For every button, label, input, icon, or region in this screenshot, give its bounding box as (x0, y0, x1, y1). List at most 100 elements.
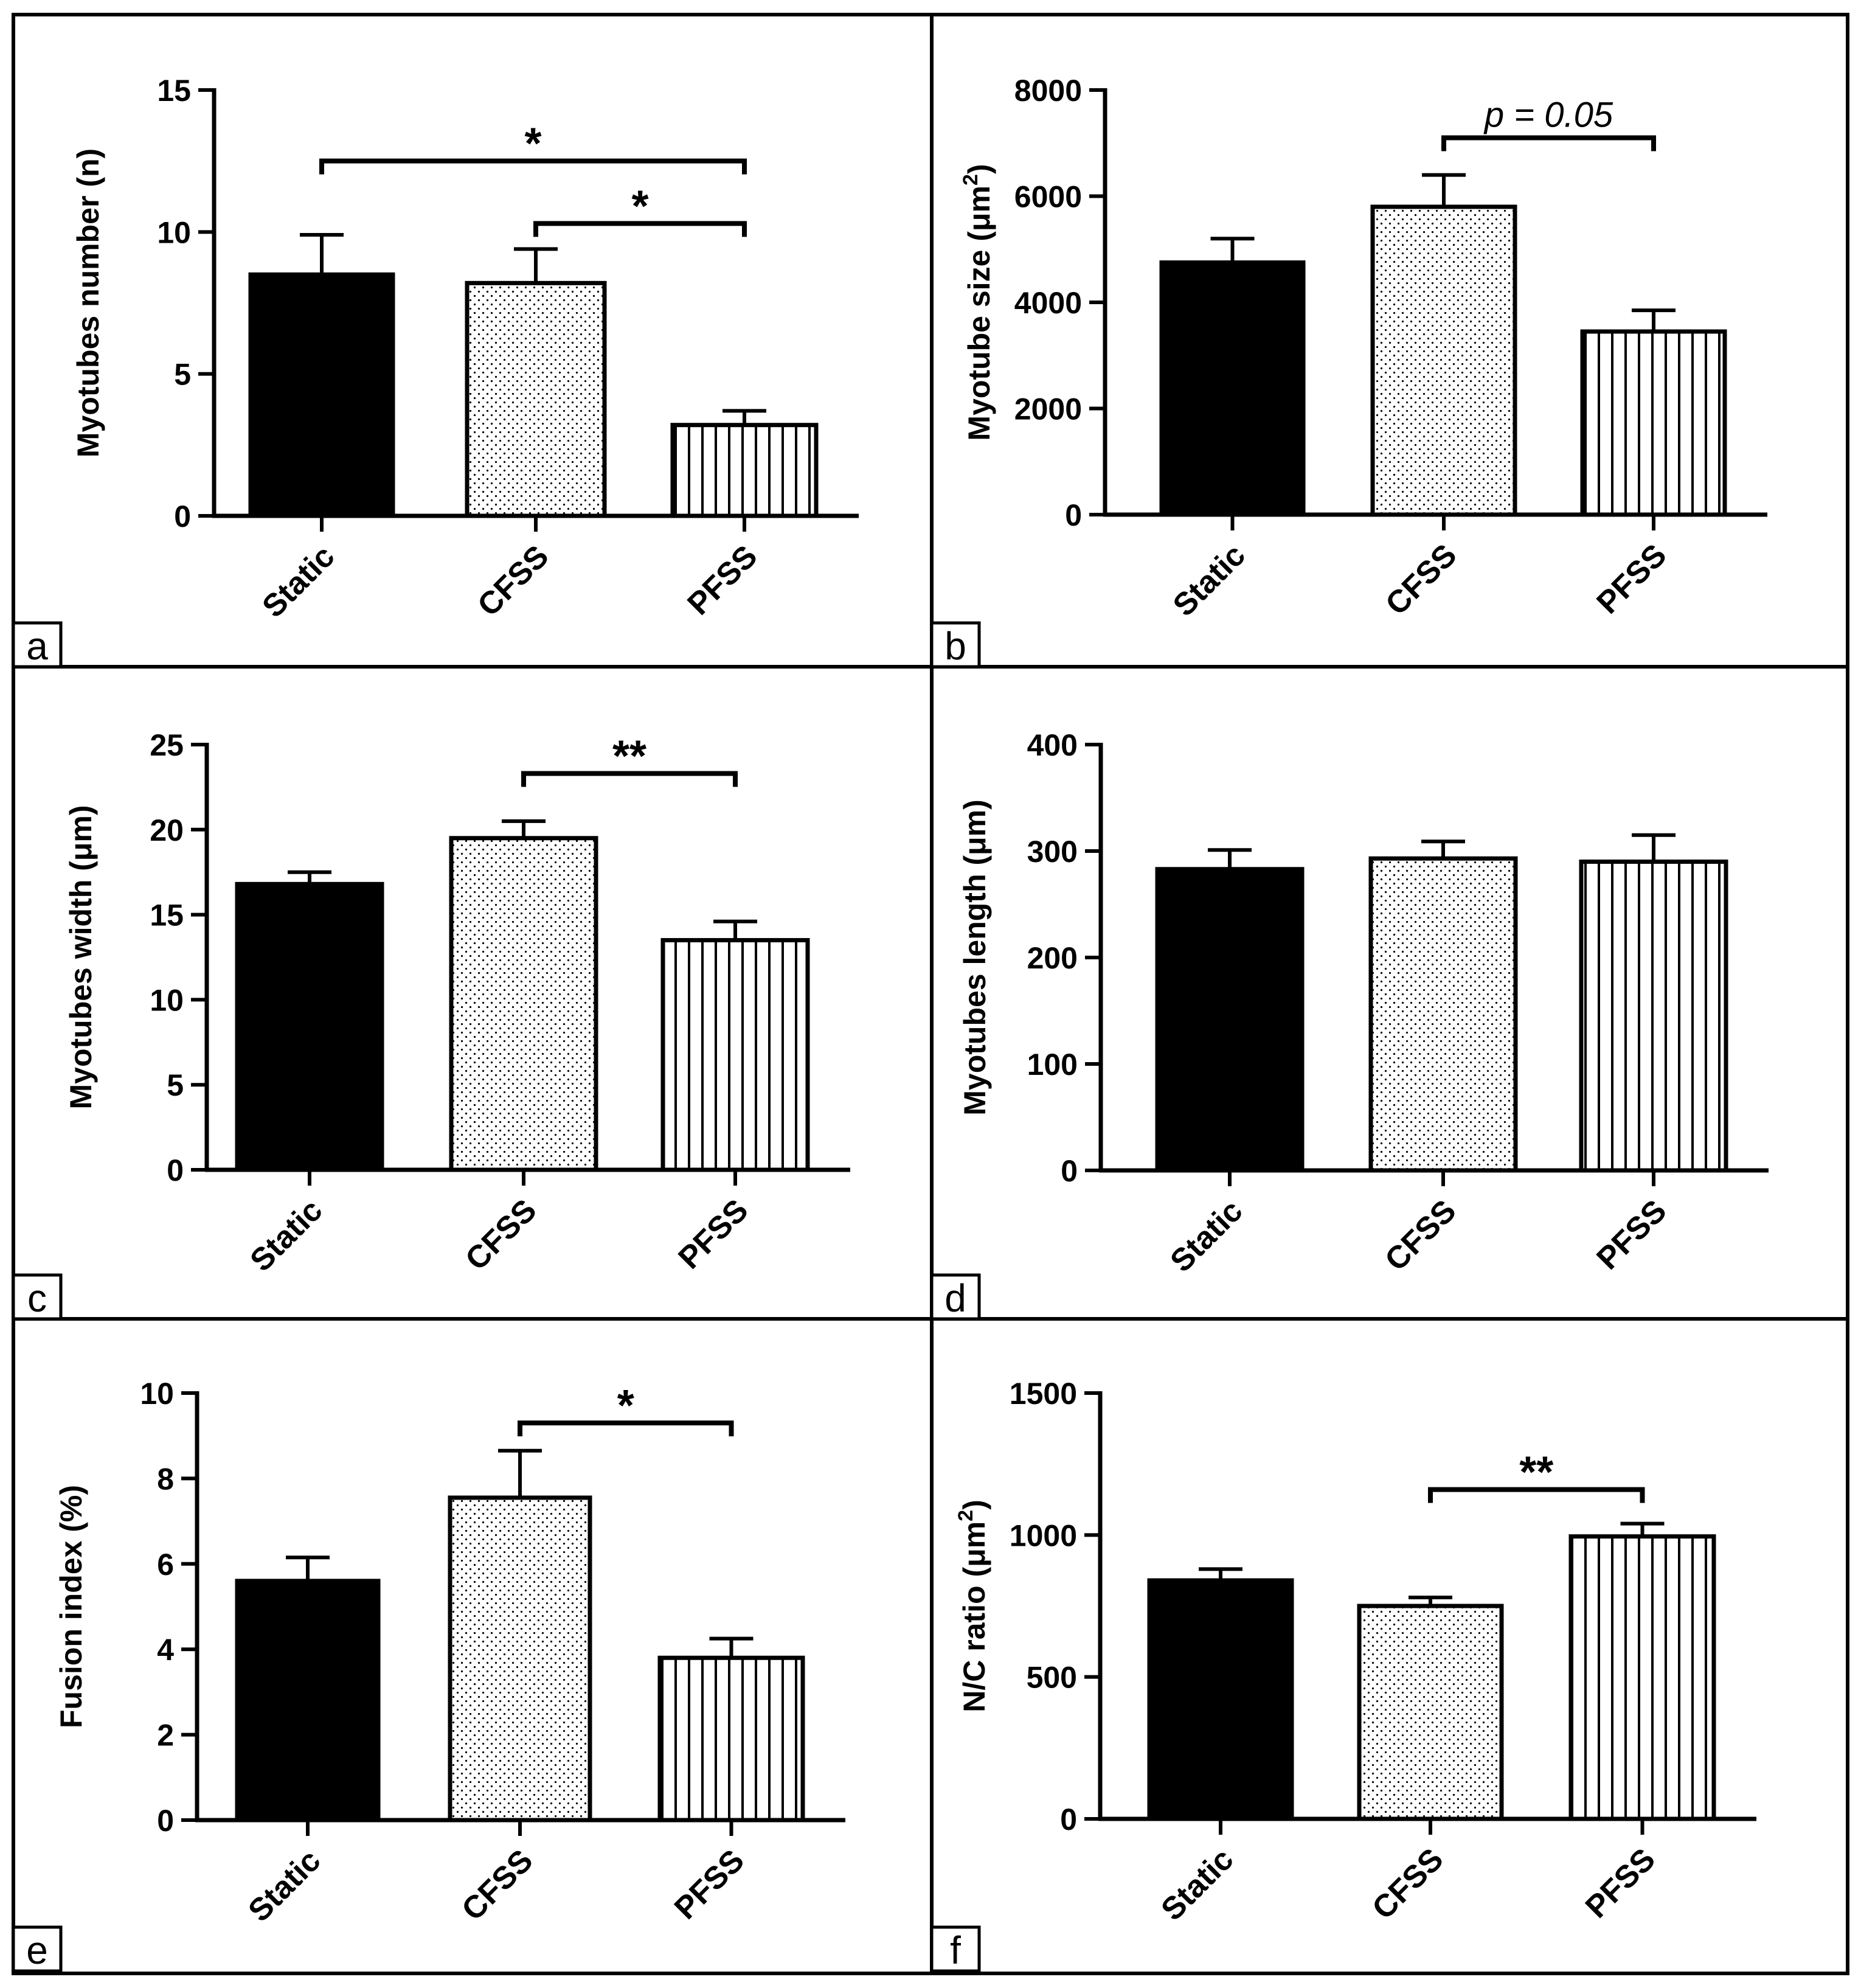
bar-pfss (657, 1655, 805, 1823)
panel-b: b 0 2000 4000 6000 8000 Myotube size (μm2) Stat… (930, 74, 1767, 669)
bar-pfss (1568, 1534, 1716, 1821)
y-tick-label: 15 (150, 898, 184, 933)
y-tick-label: 6 (157, 1548, 174, 1582)
y-tick-label: 6000 (1014, 180, 1082, 214)
y-tick-label: 400 (1027, 728, 1078, 762)
y-tick-label: 0 (1061, 1154, 1078, 1188)
y-tick-label: 10 (157, 215, 191, 249)
significance-label: p = 0.05 (1483, 96, 1613, 135)
x-tick-label: Static (243, 1192, 329, 1278)
y-tick-label: 8000 (1014, 74, 1082, 108)
y-tick-label: 8 (157, 1462, 174, 1496)
bar-pfss (1580, 329, 1727, 517)
x-tick-label: PFSS (668, 1843, 751, 1926)
panel-letter: e (26, 1928, 48, 1972)
y-tick-label: 0 (167, 1153, 184, 1187)
bar-static (235, 1579, 381, 1823)
bar-static (235, 881, 384, 1172)
significance-label: * (617, 1382, 634, 1430)
x-tick-label: Static (255, 538, 341, 624)
panel-letter-box (930, 1273, 981, 1321)
panel-letter: f (950, 1928, 961, 1972)
y-tick-label: 10 (140, 1377, 174, 1411)
bar-cfss (1370, 204, 1517, 517)
significance-bracket (518, 1420, 734, 1437)
panel-letter: a (26, 624, 48, 668)
y-tick-label: 5 (167, 1068, 184, 1102)
bar-static (1155, 867, 1305, 1173)
y-tick-label: 1500 (1010, 1377, 1077, 1411)
panel-a: a 0 5 10 15 Myotubes number (n) Static CFSS PFSS… (12, 74, 859, 669)
panel-letter-box (930, 621, 981, 669)
significance-bracket (319, 158, 747, 175)
panel-letter-box (12, 1925, 63, 1973)
y-axis-title: Fusion index (%) (54, 1485, 88, 1728)
x-tick-label: PFSS (1590, 537, 1673, 620)
panel-letter-box (12, 1273, 63, 1321)
y-tick-label: 500 (1027, 1661, 1077, 1695)
y-tick-label: 10 (150, 983, 184, 1017)
significance-bracket (1428, 1487, 1645, 1503)
x-tick-label: CFSS (1379, 537, 1463, 622)
panel-e: e 0 2 4 6 8 10 Fusion index (%) Static CFSS PFSS * (12, 1377, 845, 1973)
x-tick-label: PFSS (671, 1192, 755, 1276)
bar-static (248, 272, 395, 518)
bar-cfss (448, 1495, 592, 1823)
panel-d: d 0 100 200 300 400 Myotubes length (μm) Static… (930, 728, 1769, 1321)
y-tick-label: 1000 (1010, 1518, 1077, 1552)
bar-static (1147, 1578, 1294, 1821)
bar-static (1159, 260, 1306, 517)
y-tick-label: 200 (1027, 941, 1078, 975)
y-tick-label: 0 (1060, 1802, 1077, 1837)
bar-pfss (670, 423, 819, 518)
x-tick-label: PFSS (1579, 1841, 1662, 1925)
panel-letter: c (27, 1276, 47, 1320)
significance-bracket (1441, 135, 1656, 151)
panel-letter: d (944, 1276, 966, 1320)
y-tick-label: 15 (157, 74, 191, 108)
bar-cfss (465, 280, 607, 518)
y-tick-label: 5 (174, 358, 191, 392)
y-tick-label: 300 (1027, 835, 1078, 869)
bar-pfss (660, 938, 810, 1172)
y-tick-label: 4 (157, 1633, 174, 1667)
x-tick-label: CFSS (455, 1843, 539, 1927)
panel-letter-box (930, 1925, 981, 1973)
y-tick-label: 2 (157, 1719, 174, 1753)
y-tick-label: 25 (150, 728, 184, 762)
y-axis-title: Myotube size (μm2) (959, 164, 996, 440)
y-axis-title: N/C ratio (μm2) (954, 1500, 991, 1712)
x-tick-label: CFSS (1365, 1841, 1450, 1926)
x-tick-label: Static (1166, 537, 1252, 623)
y-tick-label: 100 (1027, 1048, 1078, 1082)
y-tick-label: 0 (1065, 498, 1082, 532)
significance-label: ** (1519, 1448, 1553, 1497)
x-tick-label: CFSS (471, 538, 555, 623)
significance-label: * (524, 120, 541, 169)
y-tick-label: 4000 (1014, 286, 1082, 320)
panel-c: c 0 5 10 15 20 25 Myotubes width (μm) Static CFSS… (12, 728, 850, 1321)
panel-letter: b (944, 624, 966, 668)
significance-label: ** (612, 732, 646, 781)
bar-cfss (449, 836, 598, 1172)
x-tick-label: CFSS (1378, 1193, 1463, 1277)
x-tick-label: PFSS (681, 538, 764, 622)
bar-cfss (1368, 856, 1518, 1173)
significance-bracket (533, 221, 747, 237)
x-tick-label: CFSS (459, 1192, 543, 1277)
x-tick-label: Static (1163, 1193, 1249, 1279)
y-tick-label: 2000 (1014, 392, 1082, 426)
panel-f: f 0 500 1000 1500 N/C ratio (μm2) Static CFSS PF… (930, 1377, 1756, 1973)
x-tick-label: Static (241, 1843, 327, 1928)
bar-pfss (1579, 860, 1728, 1173)
significance-bracket (521, 771, 738, 787)
y-tick-label: 20 (150, 813, 184, 847)
x-tick-label: Static (1154, 1841, 1240, 1927)
significance-label: * (631, 182, 648, 231)
y-tick-label: 0 (174, 499, 191, 533)
y-tick-label: 0 (157, 1804, 174, 1838)
y-axis-title: Myotubes number (n) (71, 148, 105, 457)
panel-letter-box (12, 621, 63, 669)
y-axis-title: Myotubes length (μm) (958, 799, 992, 1115)
